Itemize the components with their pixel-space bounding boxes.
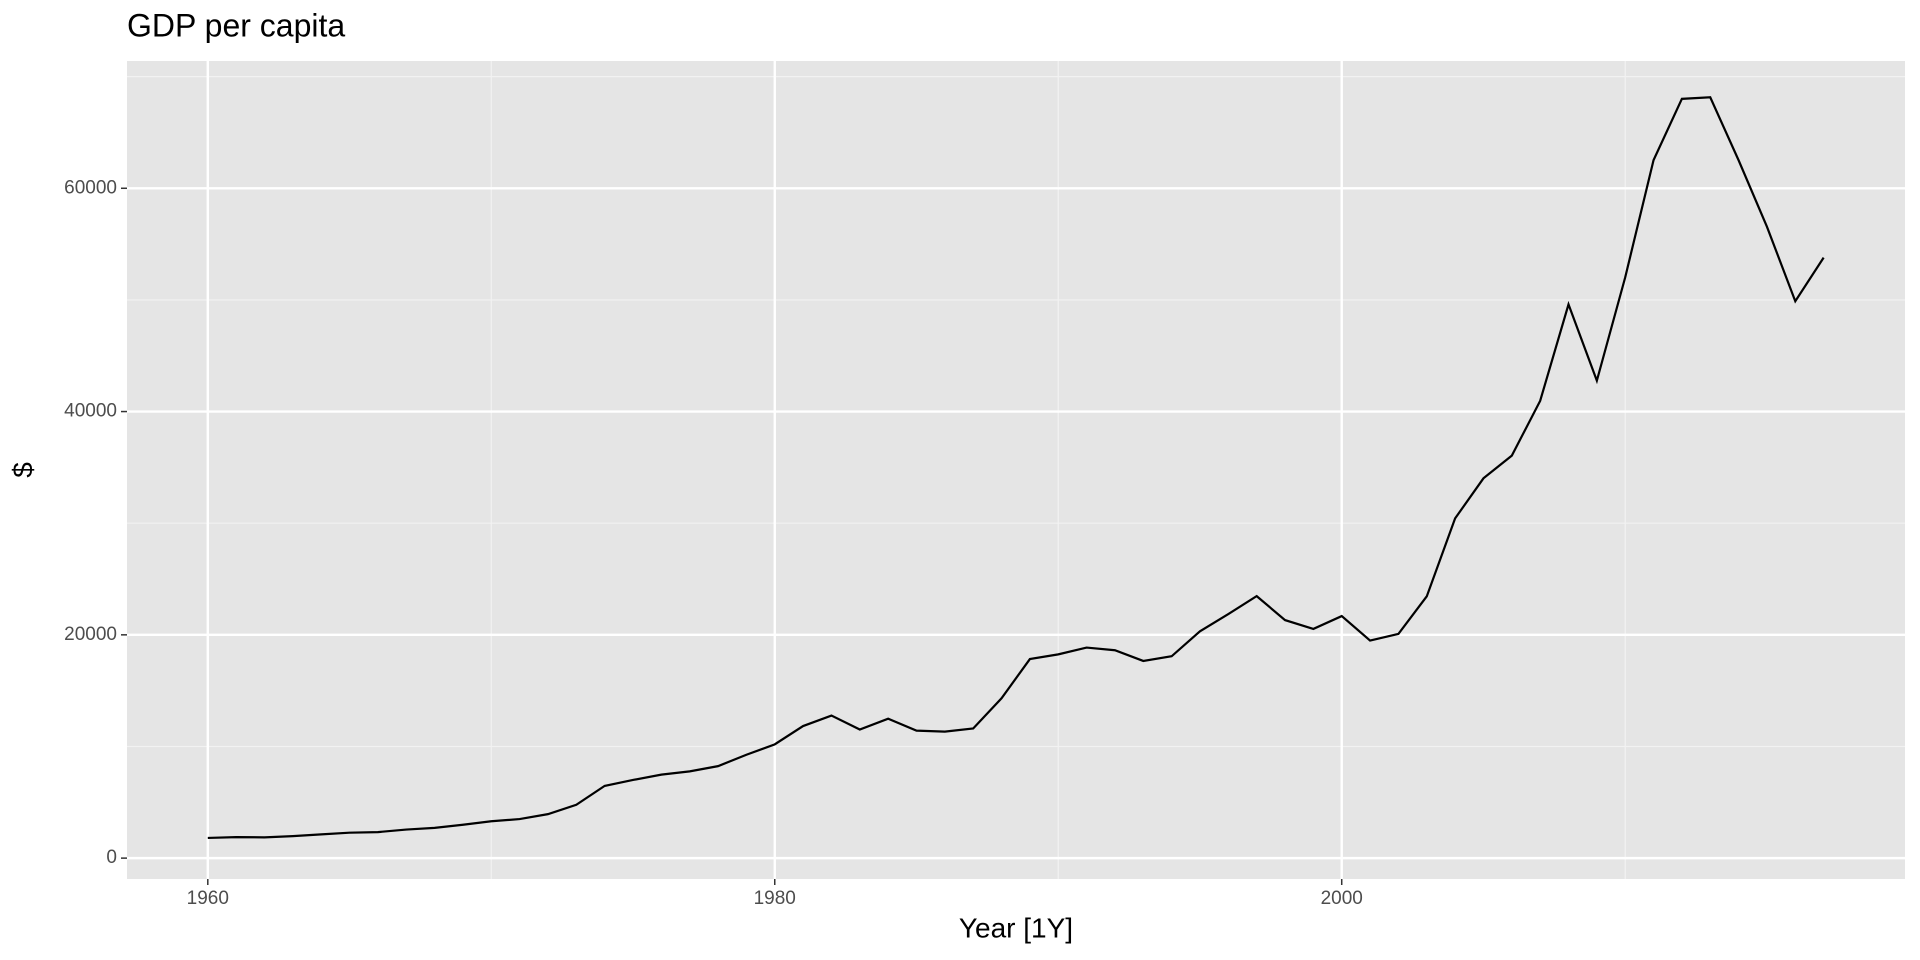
y-tick-label: 0 (106, 847, 117, 868)
x-tick-label: 1960 (187, 888, 229, 909)
x-tick-label: 1980 (754, 888, 796, 909)
y-tick-label: 20000 (64, 624, 117, 645)
chart-title: GDP per capita (127, 7, 345, 43)
y-axis-label: $ (7, 462, 38, 478)
x-axis-label: Year [1Y] (959, 912, 1073, 943)
line (207, 96, 1825, 840)
x-tick-label: 2000 (1321, 888, 1363, 909)
y-tick-label: 60000 (64, 177, 117, 198)
panel (127, 61, 1905, 879)
y-tick-label: 40000 (64, 401, 117, 422)
